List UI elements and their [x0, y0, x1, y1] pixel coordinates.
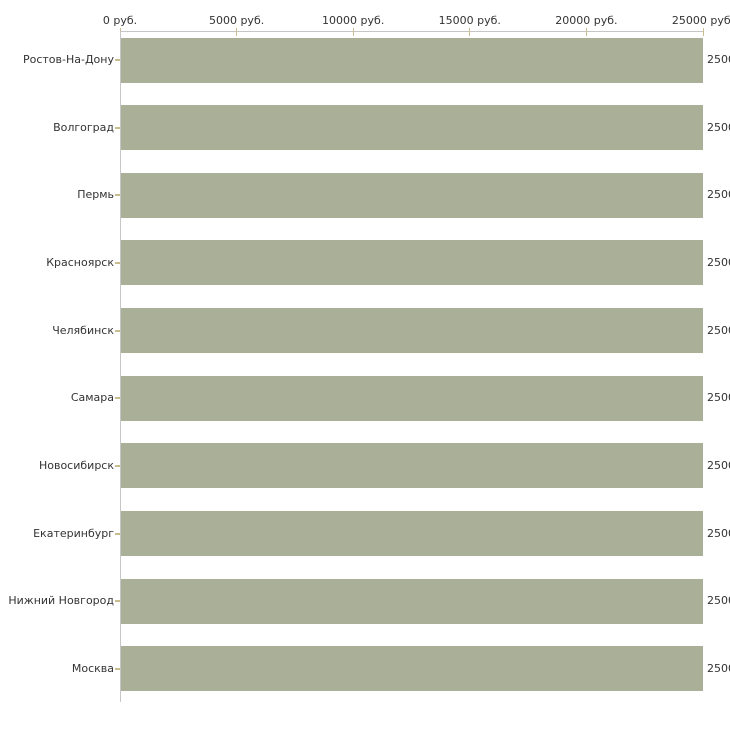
y-axis-tick [115, 194, 120, 197]
bar [121, 105, 703, 151]
bar-value-label: 25000 руб. [707, 120, 730, 134]
bar [121, 646, 703, 692]
bar-value-label: 25000 руб. [707, 594, 730, 608]
bar [121, 37, 703, 83]
y-axis-tick [115, 261, 120, 264]
x-axis-tick [469, 28, 471, 36]
bar [121, 240, 703, 286]
y-axis-tick [115, 59, 120, 61]
category-label: Пермь [77, 188, 114, 202]
x-axis-tick-label: 0 руб. [102, 14, 138, 27]
y-axis-tick [115, 464, 120, 467]
category-label: Волгоград [53, 120, 114, 134]
bar [121, 172, 703, 218]
y-axis-tick [115, 667, 120, 670]
y-axis-tick [115, 126, 120, 129]
category-label: Москва [71, 661, 114, 675]
category-label: Нижний Новгород [8, 594, 114, 608]
bar-value-label: 25000 руб. [707, 391, 730, 405]
y-axis-line [120, 31, 121, 702]
bar [121, 511, 703, 557]
x-axis-tick [352, 28, 354, 36]
bar [121, 375, 703, 421]
x-axis-line [120, 31, 703, 32]
y-axis-tick [115, 329, 120, 332]
bar [121, 443, 703, 489]
category-label: Красноярск [46, 255, 114, 269]
bar-value-label: 25000 руб. [707, 53, 730, 66]
x-axis-tick [236, 28, 238, 36]
bar [121, 578, 703, 624]
bar-value-label: 25000 руб. [707, 526, 730, 540]
bar-value-label: 25000 руб. [707, 255, 730, 269]
bar-value-label: 25000 руб. [707, 661, 730, 675]
category-label: Самара [70, 391, 114, 405]
category-label: Новосибирск [38, 458, 114, 472]
x-axis-tick [702, 28, 704, 36]
x-axis-tick-label: 10000 руб. [322, 14, 385, 27]
x-axis-tick-label: 20000 руб. [555, 14, 618, 27]
category-label: Екатеринбург [33, 526, 114, 540]
bar-value-label: 25000 руб. [707, 458, 730, 472]
y-axis-tick [115, 397, 120, 400]
x-axis-tick-label: 5000 руб. [208, 14, 265, 27]
bar [121, 308, 703, 354]
x-axis-tick [585, 28, 587, 36]
bar-value-label: 25000 руб. [707, 323, 730, 337]
category-label: Ростов-На-Дону [22, 53, 114, 66]
bar-value-label: 25000 руб. [707, 188, 730, 202]
x-axis-tick-label: 15000 руб. [438, 14, 501, 27]
x-axis-tick-label: 25000 руб. [671, 14, 730, 27]
category-label: Челябинск [52, 323, 114, 337]
y-axis-tick [115, 532, 120, 535]
y-axis-tick [115, 600, 120, 603]
